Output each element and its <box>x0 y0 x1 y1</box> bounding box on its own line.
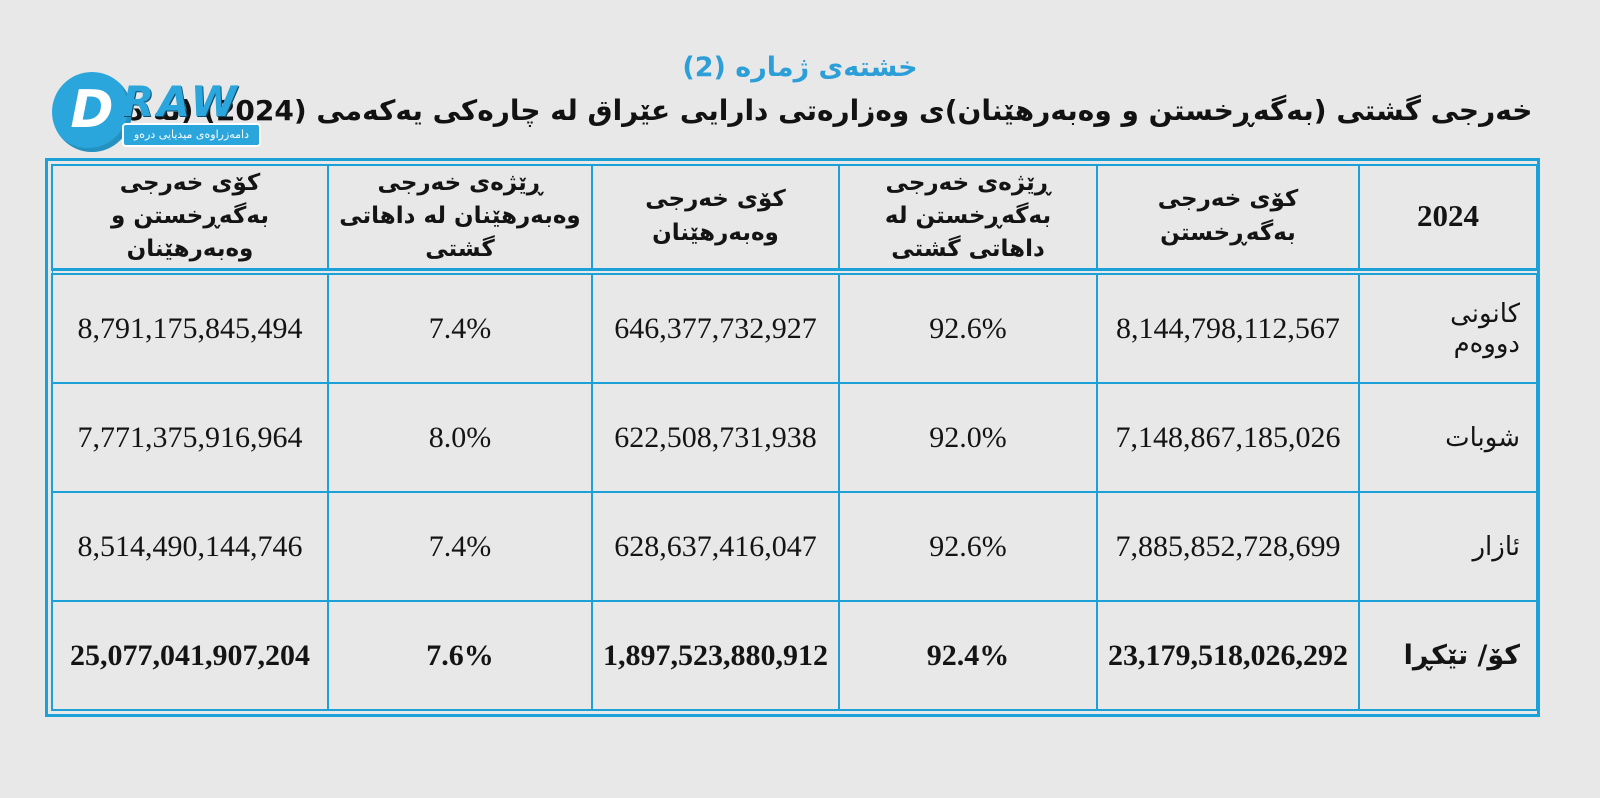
logo-raw-text: RAW <box>122 77 240 126</box>
header-separator <box>52 267 1537 275</box>
header-operating-ratio: ڕێژەی خەرجی بەگەڕخستن لە داهاتی گشتی <box>838 164 1098 270</box>
header-year: 2024 <box>1358 164 1538 270</box>
draw-media-logo: D RAW دامەزراوەی میدیایی درەو <box>52 72 262 152</box>
expenditure-table: 2024 کۆی خەرجی بەگەڕخستن ڕێژەی خەرجی بەگ… <box>51 164 1538 711</box>
operating-ratio-cell: 92.0% <box>838 382 1098 493</box>
logo-tagline: دامەزراوەی میدیایی درەو <box>122 122 262 147</box>
investment-ratio-cell: 7.4% <box>327 273 593 384</box>
combined-total-cell: 8,791,175,845,494 <box>51 273 329 384</box>
operating-total-cell: 23,179,518,026,292 <box>1096 600 1360 711</box>
combined-total-cell: 25,077,041,907,204 <box>51 600 329 711</box>
header-row: 2024 کۆی خەرجی بەگەڕخستن ڕێژەی خەرجی بەگ… <box>51 164 1538 270</box>
table-body: کانونی دووەم 8,144,798,112,567 92.6% 646… <box>51 273 1538 711</box>
investment-ratio-cell: 7.4% <box>327 491 593 602</box>
investment-total-cell: 646,377,732,927 <box>591 273 840 384</box>
month-cell: کانونی دووەم <box>1358 273 1538 384</box>
investment-ratio-cell: 8.0% <box>327 382 593 493</box>
header-combined-total: کۆی خەرجی بەگەڕخستن و وەبەرهێنان <box>51 164 329 270</box>
logo-d-circle-icon: D <box>52 72 132 152</box>
table-number-title: خشتەی ژمارە (2) <box>682 52 918 83</box>
investment-total-cell: 622,508,731,938 <box>591 382 840 493</box>
expenditure-table-frame: 2024 کۆی خەرجی بەگەڕخستن ڕێژەی خەرجی بەگ… <box>45 158 1540 717</box>
table-row-march: ئازار 7,885,852,728,699 92.6% 628,637,41… <box>51 491 1538 602</box>
total-label-cell: کۆ/ تێکڕا <box>1358 600 1538 711</box>
combined-total-cell: 7,771,375,916,964 <box>51 382 329 493</box>
table-header: 2024 کۆی خەرجی بەگەڕخستن ڕێژەی خەرجی بەگ… <box>51 164 1538 275</box>
investment-total-cell: 1,897,523,880,912 <box>591 600 840 711</box>
operating-ratio-cell: 92.6% <box>838 273 1098 384</box>
header-investment-total: کۆی خەرجی وەبەرهێنان <box>591 164 840 270</box>
operating-total-cell: 7,148,867,185,026 <box>1096 382 1360 493</box>
header-operating-total: کۆی خەرجی بەگەڕخستن <box>1096 164 1360 270</box>
logo-right-block: RAW دامەزراوەی میدیایی درەو <box>122 77 262 147</box>
month-cell: ئازار <box>1358 491 1538 602</box>
investment-ratio-cell: 7.6% <box>327 600 593 711</box>
combined-total-cell: 8,514,490,144,746 <box>51 491 329 602</box>
month-cell: شوبات <box>1358 382 1538 493</box>
document-title: خەرجی گشتی (بەگەڕخستن و وەبەرهێنان)ی وەز… <box>67 94 1533 127</box>
header-investment-ratio: ڕێژەی خەرجی وەبەرهێنان لە داهاتی گشتی <box>327 164 593 270</box>
header-separator-line <box>52 267 1537 275</box>
table-row-total: کۆ/ تێکڕا 23,179,518,026,292 92.4% 1,897… <box>51 600 1538 711</box>
operating-ratio-cell: 92.6% <box>838 491 1098 602</box>
table-row-january: کانونی دووەم 8,144,798,112,567 92.6% 646… <box>51 273 1538 384</box>
table-row-february: شوبات 7,148,867,185,026 92.0% 622,508,73… <box>51 382 1538 493</box>
logo-d-letter: D <box>70 80 114 140</box>
operating-total-cell: 8,144,798,112,567 <box>1096 273 1360 384</box>
investment-total-cell: 628,637,416,047 <box>591 491 840 602</box>
operating-total-cell: 7,885,852,728,699 <box>1096 491 1360 602</box>
operating-ratio-cell: 92.4% <box>838 600 1098 711</box>
